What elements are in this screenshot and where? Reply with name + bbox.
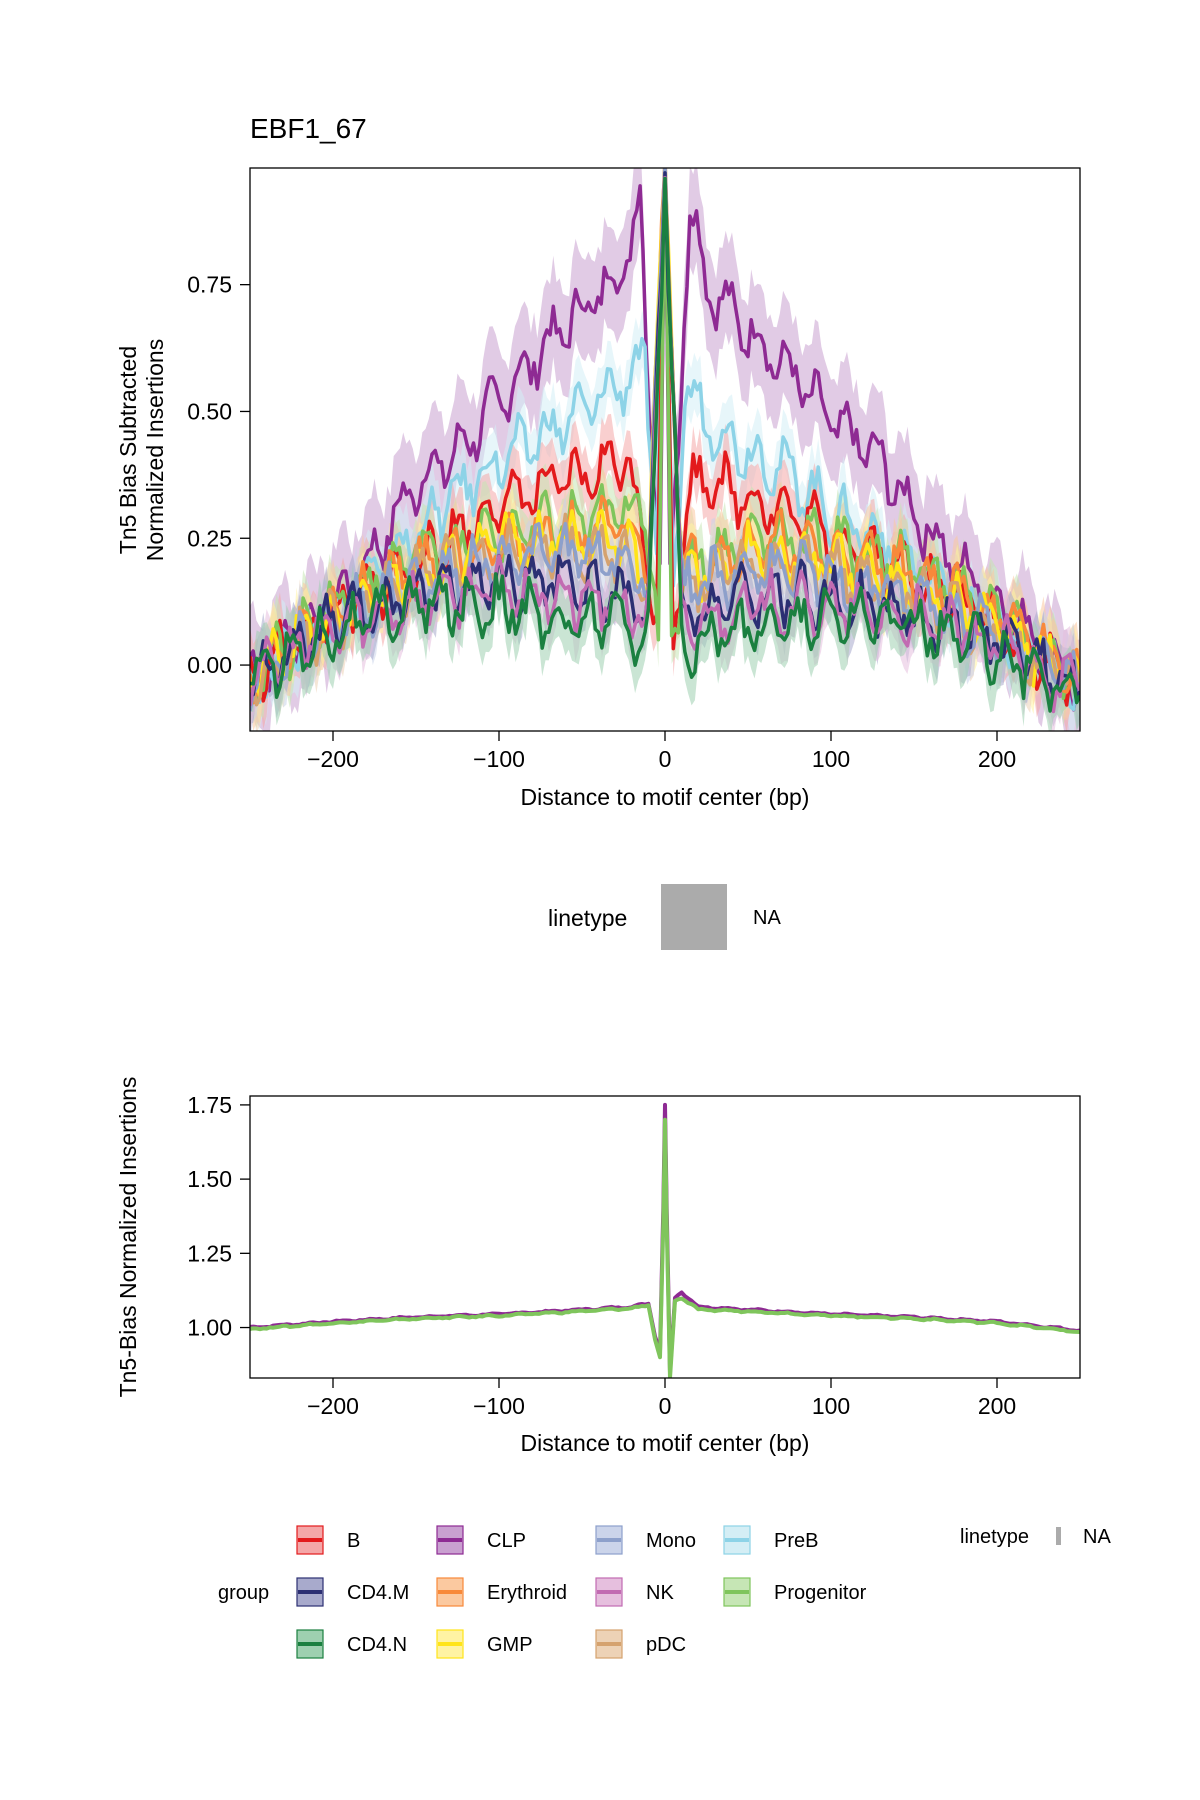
svg-text:B: B <box>347 1530 360 1552</box>
bottom-legend: group linetype NA B CD4.M CD4.N CLP Erythroi… <box>218 1526 1111 1658</box>
svg-text:pDC: pDC <box>646 1634 686 1656</box>
svg-text:CD4.M: CD4.M <box>347 1582 409 1604</box>
legend-item-clp: CLP <box>437 1526 526 1554</box>
svg-text:CLP: CLP <box>487 1530 526 1552</box>
svg-text:GMP: GMP <box>487 1634 533 1656</box>
bottom-chart-x-axis: −200 −100 0 100 200 <box>307 1378 1016 1419</box>
top-chart-y-axis-title-line2: Normalized Insertions <box>142 339 168 561</box>
legend-item-erythroid: Erythroid <box>437 1578 567 1606</box>
svg-text:PreB: PreB <box>774 1530 818 1552</box>
svg-text:CD4.N: CD4.N <box>347 1634 407 1656</box>
svg-text:Mono: Mono <box>646 1530 696 1552</box>
bottom-chart-y-axis-title: Tn5-Bias Normalized Insertions <box>115 1077 141 1398</box>
y-tick-label: 0.25 <box>187 525 232 551</box>
top-chart-y-axis-title-line1: Tn5 Bias Subtracted <box>115 346 141 554</box>
series-line-progenitor <box>250 1120 1080 1378</box>
y-tick-label: 0.00 <box>187 652 232 678</box>
bottom-chart: −200 −100 0 100 200 1.00 1.25 1.50 1.75 Distanc… <box>115 1077 1080 1456</box>
x-tick-label: 100 <box>812 746 850 772</box>
x-tick-label: −100 <box>473 1393 525 1419</box>
legend-item-cd4-n: CD4.N <box>297 1630 407 1658</box>
svg-text:NK: NK <box>646 1582 674 1604</box>
y-tick-label: 0.75 <box>187 272 232 298</box>
bottom-chart-lines <box>250 1105 1080 1378</box>
legend-group-title: group <box>218 1582 269 1604</box>
legend-item-preb: PreB <box>724 1526 818 1554</box>
middle-legend-value: NA <box>753 907 781 929</box>
x-tick-label: 0 <box>659 1393 672 1419</box>
bottom-chart-x-axis-title: Distance to motif center (bp) <box>521 1430 810 1456</box>
y-tick-label: 0.50 <box>187 398 232 424</box>
svg-text:Erythroid: Erythroid <box>487 1582 567 1604</box>
legend-item-cd4-m: CD4.M <box>297 1578 409 1606</box>
bottom-chart-y-axis: 1.00 1.25 1.50 1.75 <box>187 1092 250 1341</box>
top-chart-title: EBF1_67 <box>250 113 367 144</box>
x-tick-label: 200 <box>978 746 1016 772</box>
middle-legend-title: linetype <box>548 905 627 931</box>
y-tick-label: 1.50 <box>187 1166 232 1192</box>
legend-item-gmp: GMP <box>437 1630 533 1658</box>
x-tick-label: −200 <box>307 1393 359 1419</box>
top-chart-x-axis-title: Distance to motif center (bp) <box>521 784 810 810</box>
legend-item-pdc: pDC <box>596 1630 686 1658</box>
middle-linetype-legend: linetype NA <box>548 884 781 950</box>
top-chart: EBF1_67 −200 −100 0 100 200 0.00 0.25 0.50 0.75… <box>115 113 1080 810</box>
top-chart-y-axis: 0.00 0.25 0.50 0.75 <box>187 272 250 678</box>
svg-text:Progenitor: Progenitor <box>774 1582 867 1604</box>
x-tick-label: 0 <box>659 746 672 772</box>
y-tick-label: 1.75 <box>187 1092 232 1118</box>
legend-item-mono: Mono <box>596 1526 696 1554</box>
x-tick-label: −200 <box>307 746 359 772</box>
x-tick-label: −100 <box>473 746 525 772</box>
legend-linetype-value: NA <box>1083 1526 1111 1548</box>
y-tick-label: 1.00 <box>187 1315 232 1341</box>
legend-linetype-swatch <box>1056 1527 1061 1545</box>
legend-linetype-title: linetype <box>960 1526 1029 1548</box>
legend-item-progenitor: Progenitor <box>724 1578 867 1606</box>
y-tick-label: 1.25 <box>187 1240 232 1266</box>
legend-item-nk: NK <box>596 1578 674 1606</box>
x-tick-label: 200 <box>978 1393 1016 1419</box>
legend-item-b: B <box>297 1526 360 1554</box>
figure: EBF1_67 −200 −100 0 100 200 0.00 0.25 0.50 0.75… <box>0 0 1200 1800</box>
x-tick-label: 100 <box>812 1393 850 1419</box>
middle-legend-swatch <box>661 884 727 950</box>
top-chart-x-axis: −200 −100 0 100 200 <box>307 731 1016 772</box>
